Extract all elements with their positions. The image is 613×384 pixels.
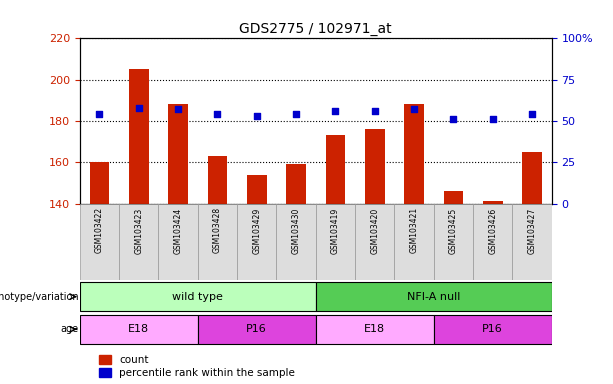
Bar xyxy=(197,204,237,280)
Bar xyxy=(434,204,473,280)
Bar xyxy=(316,204,355,280)
Title: GDS2775 / 102971_at: GDS2775 / 102971_at xyxy=(240,22,392,36)
Bar xyxy=(394,204,434,280)
Text: P16: P16 xyxy=(246,324,267,334)
Text: P16: P16 xyxy=(482,324,503,334)
Text: GSM103428: GSM103428 xyxy=(213,207,222,253)
Bar xyxy=(365,129,384,204)
Point xyxy=(370,108,379,114)
Text: GSM103424: GSM103424 xyxy=(173,207,183,253)
Point xyxy=(173,106,183,113)
Point xyxy=(252,113,262,119)
Bar xyxy=(237,204,276,280)
Bar xyxy=(326,136,345,204)
Point xyxy=(409,106,419,113)
Bar xyxy=(89,162,109,204)
Text: GSM103420: GSM103420 xyxy=(370,207,379,253)
Point xyxy=(330,108,340,114)
Point xyxy=(291,111,301,118)
Bar xyxy=(197,314,316,344)
Text: E18: E18 xyxy=(364,324,385,334)
Bar xyxy=(276,204,316,280)
Text: GSM103429: GSM103429 xyxy=(252,207,261,253)
Text: GSM103425: GSM103425 xyxy=(449,207,458,253)
Bar xyxy=(522,152,542,204)
Text: age: age xyxy=(61,324,79,334)
Bar xyxy=(316,314,434,344)
Bar xyxy=(80,282,316,311)
Point xyxy=(94,111,104,118)
Text: GSM103423: GSM103423 xyxy=(134,207,143,253)
Bar xyxy=(119,204,158,280)
Point xyxy=(213,111,223,118)
Bar xyxy=(316,282,552,311)
Bar xyxy=(473,204,512,280)
Text: genotype/variation: genotype/variation xyxy=(0,291,79,302)
Point xyxy=(527,111,537,118)
Text: GSM103427: GSM103427 xyxy=(528,207,536,253)
Legend: count, percentile rank within the sample: count, percentile rank within the sample xyxy=(94,351,299,382)
Bar xyxy=(404,104,424,204)
Bar xyxy=(80,314,197,344)
Bar xyxy=(444,191,463,204)
Text: GSM103421: GSM103421 xyxy=(409,207,419,253)
Text: GSM103419: GSM103419 xyxy=(331,207,340,253)
Bar xyxy=(247,175,267,204)
Bar xyxy=(158,204,198,280)
Bar xyxy=(80,204,119,280)
Bar xyxy=(168,104,188,204)
Text: GSM103426: GSM103426 xyxy=(488,207,497,253)
Text: NFI-A null: NFI-A null xyxy=(407,291,460,302)
Bar xyxy=(512,204,552,280)
Point xyxy=(488,116,498,122)
Text: wild type: wild type xyxy=(172,291,223,302)
Bar xyxy=(355,204,394,280)
Text: GSM103422: GSM103422 xyxy=(95,207,104,253)
Bar xyxy=(286,164,306,204)
Bar xyxy=(483,202,503,204)
Point xyxy=(134,105,143,111)
Text: GSM103430: GSM103430 xyxy=(292,207,300,254)
Bar xyxy=(434,314,552,344)
Point xyxy=(449,116,459,122)
Bar xyxy=(208,156,227,204)
Bar xyxy=(129,70,148,204)
Text: E18: E18 xyxy=(128,324,149,334)
